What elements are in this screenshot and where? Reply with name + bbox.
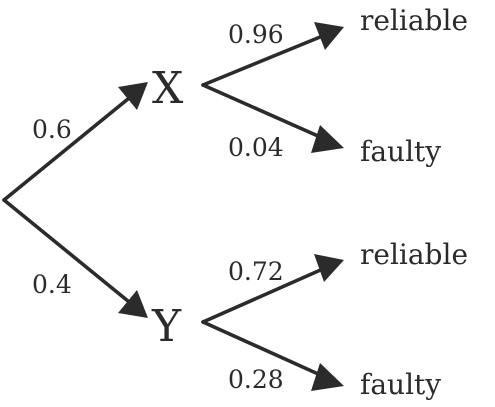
probability-label-x-faulty: 0.04 [228, 133, 284, 162]
outcome-y-faulty: faulty [360, 368, 441, 401]
arrowhead-x-to-reliable [314, 22, 344, 50]
edge-x-to-faulty [201, 83, 329, 142]
outcome-y-reliable: reliable [360, 238, 468, 271]
outcome-x-faulty: faulty [360, 135, 441, 168]
probability-label-x-reliable: 0.96 [228, 20, 284, 49]
edge-root-to-x [2, 92, 136, 202]
node-x: X [152, 63, 184, 114]
arrowhead-root-to-x [118, 82, 148, 110]
arrowhead-x-to-faulty [311, 125, 344, 153]
probability-label-y: 0.4 [32, 270, 72, 299]
node-y: Y [151, 301, 182, 352]
edge-y-to-faulty [201, 320, 329, 380]
arrowhead-y-to-faulty [311, 363, 344, 391]
arrowhead-y-to-reliable [314, 254, 344, 282]
edge-y-to-reliable [201, 266, 327, 324]
arrowhead-root-to-y [118, 290, 148, 318]
probability-label-x: 0.6 [32, 115, 72, 144]
probability-label-y-faulty: 0.28 [228, 365, 284, 394]
edge-x-to-reliable [201, 33, 327, 87]
edge-root-to-y [2, 198, 136, 308]
probability-label-y-reliable: 0.72 [228, 257, 284, 286]
outcome-x-reliable: reliable [360, 4, 468, 37]
